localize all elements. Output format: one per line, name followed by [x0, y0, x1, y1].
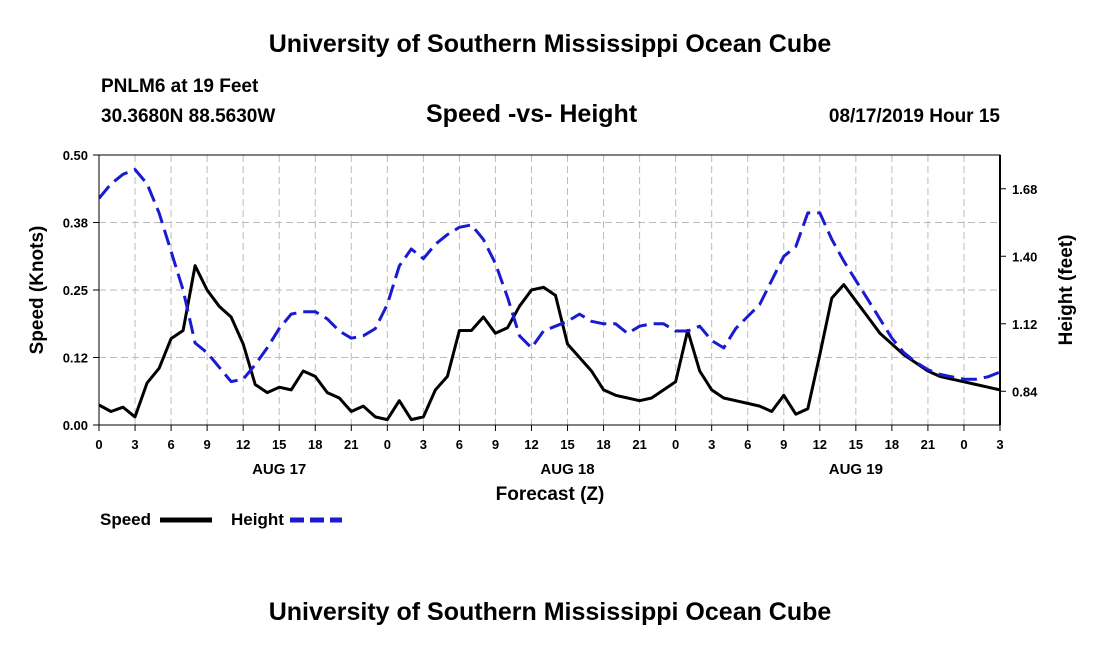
forecast-datetime: 08/17/2019 Hour 15	[828, 106, 1000, 127]
x-axis-label: Forecast (Z)	[496, 484, 605, 505]
height-series-line	[99, 168, 1000, 384]
legend-speed-label: Speed	[100, 510, 151, 529]
y-right-tick-label: 0.84	[1012, 384, 1038, 399]
x-tick-label: 9	[492, 437, 499, 452]
x-tick-label: 0	[384, 437, 391, 452]
x-tick-label: 15	[272, 437, 286, 452]
x-tick-label: 0	[672, 437, 679, 452]
x-tick-label: 21	[344, 437, 358, 452]
y-axis-left-label: Speed (Knots)	[27, 226, 48, 355]
x-tick-label: 3	[131, 437, 138, 452]
speed-series-line	[99, 264, 1000, 422]
x-tick-label: 18	[308, 437, 322, 452]
x-tick-label: 9	[780, 437, 787, 452]
x-tick-label: 21	[921, 437, 935, 452]
x-tick-label: 15	[560, 437, 574, 452]
x-tick-label: 12	[524, 437, 538, 452]
coordinates-label: 30.3680N 88.5630W	[101, 106, 276, 127]
date-label: AUG 19	[829, 461, 883, 478]
y-axis-right-label: Height (feet)	[1056, 235, 1077, 346]
x-tick-label: 0	[95, 437, 102, 452]
x-tick-label: 3	[708, 437, 715, 452]
station-label: PNLM6 at 19 Feet	[101, 76, 259, 97]
x-tick-label: 3	[996, 437, 1003, 452]
x-tick-label: 6	[456, 437, 463, 452]
y-right-tick-label: 1.68	[1012, 182, 1037, 197]
date-label: AUG 18	[540, 461, 594, 478]
series-lines	[99, 168, 1000, 422]
x-tick-label: 21	[632, 437, 646, 452]
y-left-tick-label: 0.38	[63, 216, 88, 231]
x-tick-label: 3	[420, 437, 427, 452]
x-tick-label: 12	[236, 437, 250, 452]
x-tick-label: 15	[849, 437, 863, 452]
x-tick-label: 6	[167, 437, 174, 452]
y-right-tick-label: 1.12	[1012, 317, 1037, 332]
x-tick-label: 0	[960, 437, 967, 452]
chart-title: University of Southern Mississippi Ocean…	[268, 30, 832, 58]
y-left-tick-label: 0.12	[63, 351, 88, 366]
y-right-tick-label: 1.40	[1012, 249, 1037, 264]
date-label: AUG 17	[252, 461, 306, 478]
chart-subtitle: Speed -vs- Height	[426, 100, 638, 128]
x-tick-label: 18	[885, 437, 899, 452]
x-tick-label: 9	[204, 437, 211, 452]
x-tick-label: 18	[596, 437, 610, 452]
legend-height-label: Height	[231, 510, 284, 529]
y-left-tick-label: 0.00	[63, 418, 88, 433]
footer-title: University of Southern Mississippi Ocean…	[268, 598, 832, 626]
y-left-tick-label: 0.25	[63, 283, 88, 298]
x-tick-label: 12	[813, 437, 827, 452]
legend: Speed Height	[100, 510, 342, 529]
axes: 0 3 6 9 12 15 18 21 0 3 6 9 12 15 18 21 0 3 6 9 12 15 18 21 0 3 AU…	[63, 148, 1038, 478]
y-left-tick-label: 0.50	[63, 148, 88, 163]
x-tick-label: 6	[744, 437, 751, 452]
